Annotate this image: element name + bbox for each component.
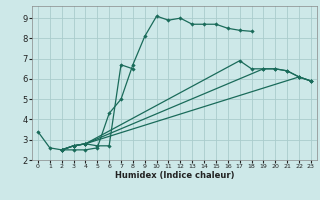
X-axis label: Humidex (Indice chaleur): Humidex (Indice chaleur)	[115, 171, 234, 180]
